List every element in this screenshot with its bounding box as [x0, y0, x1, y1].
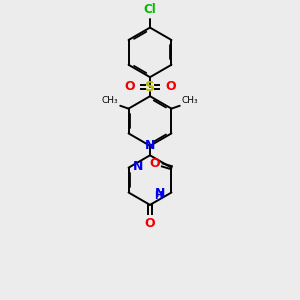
Text: N: N [133, 160, 143, 173]
Text: O: O [165, 80, 176, 93]
Text: CH₃: CH₃ [102, 96, 119, 105]
Text: O: O [145, 217, 155, 230]
Text: O: O [124, 80, 135, 93]
Text: H: H [154, 191, 162, 201]
Text: N: N [145, 139, 155, 152]
Text: Cl: Cl [144, 4, 156, 16]
Text: O: O [149, 157, 160, 170]
Text: CH₃: CH₃ [182, 96, 198, 105]
Text: S: S [145, 80, 155, 94]
Text: N: N [155, 187, 166, 200]
